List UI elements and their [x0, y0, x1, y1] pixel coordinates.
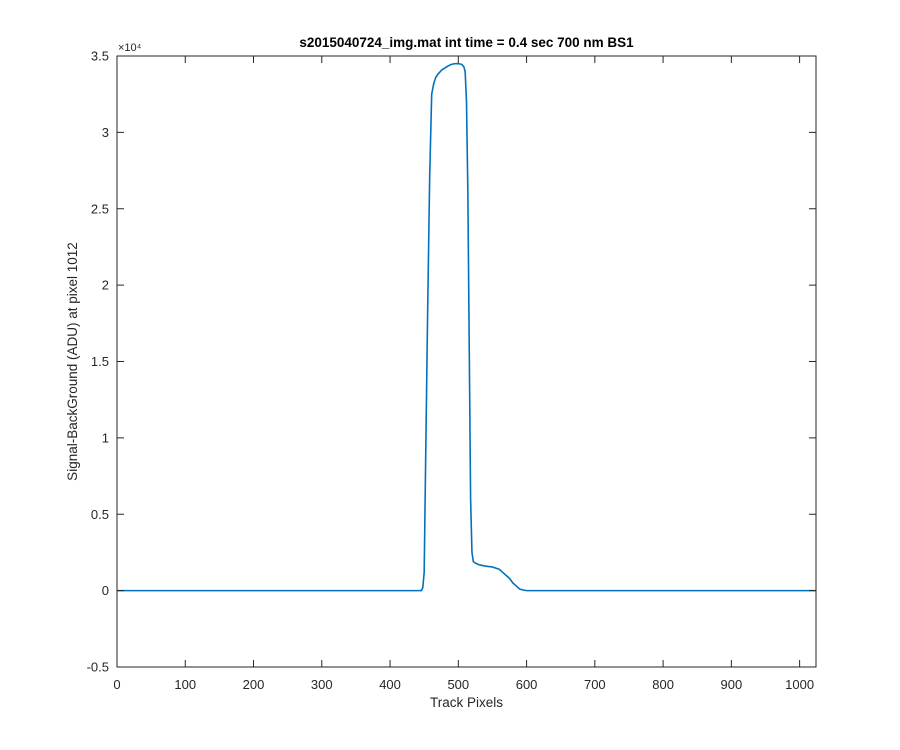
x-tick-label: 100: [174, 677, 196, 692]
x-tick-label: 400: [379, 677, 401, 692]
x-tick-label: 600: [516, 677, 538, 692]
plot-background: [117, 56, 816, 667]
x-tick-label: 500: [447, 677, 469, 692]
y-tick-label: 2.5: [91, 201, 109, 216]
y-tick-label: 2: [102, 278, 109, 293]
x-tick-label: 1000: [785, 677, 814, 692]
x-axis-label: Track Pixels: [430, 695, 503, 710]
chart-title: s2015040724_img.mat int time = 0.4 sec 7…: [299, 35, 634, 50]
y-axis-ticks: -0.5 0 0.5 1 1.5 2 2.5 3 3.5: [87, 49, 816, 675]
y-tick-label: 3.5: [91, 49, 109, 64]
x-tick-label: 700: [584, 677, 606, 692]
x-tick-label: 0: [113, 677, 120, 692]
x-tick-label: 200: [243, 677, 265, 692]
x-tick-label: 300: [311, 677, 333, 692]
y-tick-label: 1.5: [91, 354, 109, 369]
plot-area: [116, 55, 817, 668]
x-tick-label: 900: [721, 677, 743, 692]
y-tick-label: -0.5: [87, 660, 109, 675]
x-tick-label: 800: [652, 677, 674, 692]
x-axis-ticks: 0 100 200 300 400 500 600 700 800 900 1000: [113, 56, 814, 692]
series-line: [117, 62, 816, 592]
y-tick-label: 3: [102, 125, 109, 140]
y-tick-label: 0: [102, 583, 109, 598]
y-axis-exponent: ×10⁴: [118, 42, 142, 54]
y-tick-label: 0.5: [91, 507, 109, 522]
y-tick-label: 1: [102, 430, 109, 445]
y-axis-label: Signal-BackGround (ADU) at pixel 1012: [65, 242, 80, 481]
